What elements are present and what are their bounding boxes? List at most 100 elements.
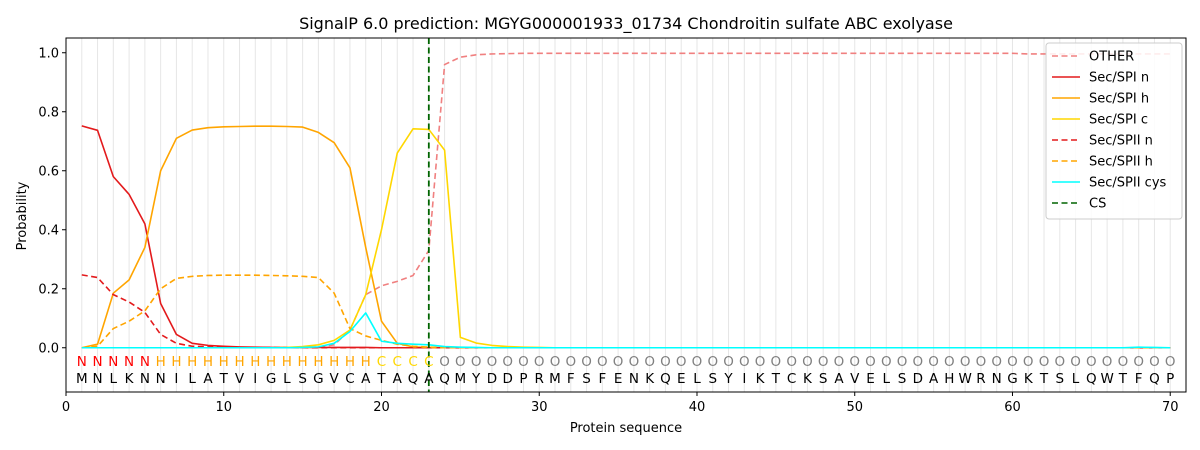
region-label: O bbox=[660, 354, 671, 370]
region-label: O bbox=[786, 354, 797, 370]
region-label: O bbox=[739, 354, 750, 370]
region-label: N bbox=[140, 354, 150, 370]
legend-label: Sec/SPI n bbox=[1089, 71, 1149, 86]
residue-label: T bbox=[1039, 371, 1049, 387]
x-axis-title: Protein sequence bbox=[570, 421, 682, 436]
residue-label: N bbox=[156, 371, 166, 387]
region-label: O bbox=[581, 354, 592, 370]
residue-label: N bbox=[140, 371, 150, 387]
residue-label: G bbox=[313, 371, 323, 387]
region-label: O bbox=[1133, 354, 1144, 370]
residue-label: F bbox=[598, 371, 606, 387]
residue-label: A bbox=[834, 371, 844, 387]
region-label: O bbox=[991, 354, 1002, 370]
x-tick-label: 30 bbox=[531, 400, 548, 415]
residue-label: Y bbox=[471, 371, 481, 387]
residue-label: T bbox=[219, 371, 229, 387]
region-label: O bbox=[518, 354, 529, 370]
legend: OTHER Sec/SPI n Sec/SPI h Sec/SPI c Sec/SPII… bbox=[1045, 42, 1183, 220]
legend-label: CS bbox=[1089, 197, 1106, 212]
y-tick-label: 1.0 bbox=[38, 46, 59, 61]
region-label: O bbox=[913, 354, 924, 370]
legend-label: Sec/SPII h bbox=[1089, 155, 1153, 170]
residue-label: I bbox=[174, 371, 178, 387]
region-label: O bbox=[897, 354, 908, 370]
residue-label: L bbox=[883, 371, 891, 387]
region-label: O bbox=[487, 354, 498, 370]
region-label: O bbox=[865, 354, 876, 370]
region-label: O bbox=[802, 354, 813, 370]
region-label: H bbox=[345, 354, 355, 370]
residue-label: Y bbox=[723, 371, 733, 387]
y-tick-label: 0.0 bbox=[38, 341, 59, 356]
region-label: O bbox=[1007, 354, 1018, 370]
residue-label: G bbox=[266, 371, 276, 387]
region-label: O bbox=[944, 354, 955, 370]
region-label: O bbox=[550, 354, 561, 370]
chart-title: SignalP 6.0 prediction: MGYG000001933_01… bbox=[299, 14, 953, 34]
residue-label: L bbox=[110, 371, 118, 387]
residue-label: S bbox=[298, 371, 307, 387]
region-label: H bbox=[234, 354, 244, 370]
residue-label: M bbox=[76, 371, 88, 387]
grid-lines bbox=[81, 38, 1171, 392]
residue-label: F bbox=[1135, 371, 1143, 387]
residue-label: S bbox=[708, 371, 717, 387]
residue-label: R bbox=[535, 371, 544, 387]
residue-label: K bbox=[803, 371, 813, 387]
residue-label: N bbox=[992, 371, 1002, 387]
region-label: O bbox=[1165, 354, 1176, 370]
residue-label: D bbox=[913, 371, 923, 387]
region-label: O bbox=[471, 354, 482, 370]
y-tick-label: 0.6 bbox=[38, 164, 59, 179]
residue-label: V bbox=[330, 371, 340, 387]
series-lines bbox=[81, 52, 1171, 349]
residue-label: N bbox=[92, 371, 102, 387]
residue-label: L bbox=[1072, 371, 1080, 387]
residue-label: G bbox=[1007, 371, 1017, 387]
residue-label: D bbox=[502, 371, 512, 387]
legend-box bbox=[1045, 42, 1183, 220]
region-label: O bbox=[676, 354, 687, 370]
region-label: O bbox=[881, 354, 892, 370]
residue-label: T bbox=[1118, 371, 1128, 387]
region-label: H bbox=[156, 354, 166, 370]
region-label: N bbox=[124, 354, 134, 370]
residue-label: M bbox=[549, 371, 561, 387]
region-label: C bbox=[393, 354, 402, 370]
residue-label: P bbox=[1166, 371, 1174, 387]
residue-label: L bbox=[693, 371, 701, 387]
residue-label: Q bbox=[660, 371, 671, 387]
region-label: H bbox=[171, 354, 181, 370]
residue-label: Q bbox=[1086, 371, 1097, 387]
residue-label: P bbox=[519, 371, 527, 387]
series-line-sec-spi-h bbox=[81, 125, 1171, 349]
region-label: H bbox=[313, 354, 323, 370]
x-tick-label: 40 bbox=[689, 400, 706, 415]
residue-label: S bbox=[582, 371, 591, 387]
region-label: O bbox=[455, 354, 466, 370]
x-tick-label: 70 bbox=[1162, 400, 1179, 415]
sequence-labels: NMNNNLNKNNHNHIHLHAHTHVHIHGHLHSHGHVHCHACT… bbox=[76, 354, 1176, 387]
region-label: O bbox=[597, 354, 608, 370]
region-label: O bbox=[849, 354, 860, 370]
region-label: O bbox=[613, 354, 624, 370]
region-label: N bbox=[108, 354, 118, 370]
residue-label: A bbox=[361, 371, 371, 387]
x-tick-label: 0 bbox=[62, 400, 70, 415]
region-label: O bbox=[960, 354, 971, 370]
residue-label: Q bbox=[439, 371, 450, 387]
residue-label: H bbox=[944, 371, 954, 387]
region-label: O bbox=[1086, 354, 1097, 370]
residue-label: Q bbox=[408, 371, 419, 387]
region-label: O bbox=[692, 354, 703, 370]
region-label: O bbox=[1149, 354, 1160, 370]
region-label: H bbox=[203, 354, 213, 370]
series-line-sec-spii-cys bbox=[81, 312, 1171, 349]
residue-label: E bbox=[614, 371, 623, 387]
residue-label: T bbox=[771, 371, 781, 387]
x-tick-label: 20 bbox=[373, 400, 390, 415]
region-label: O bbox=[976, 354, 987, 370]
region-label: N bbox=[92, 354, 102, 370]
residue-label: K bbox=[645, 371, 655, 387]
